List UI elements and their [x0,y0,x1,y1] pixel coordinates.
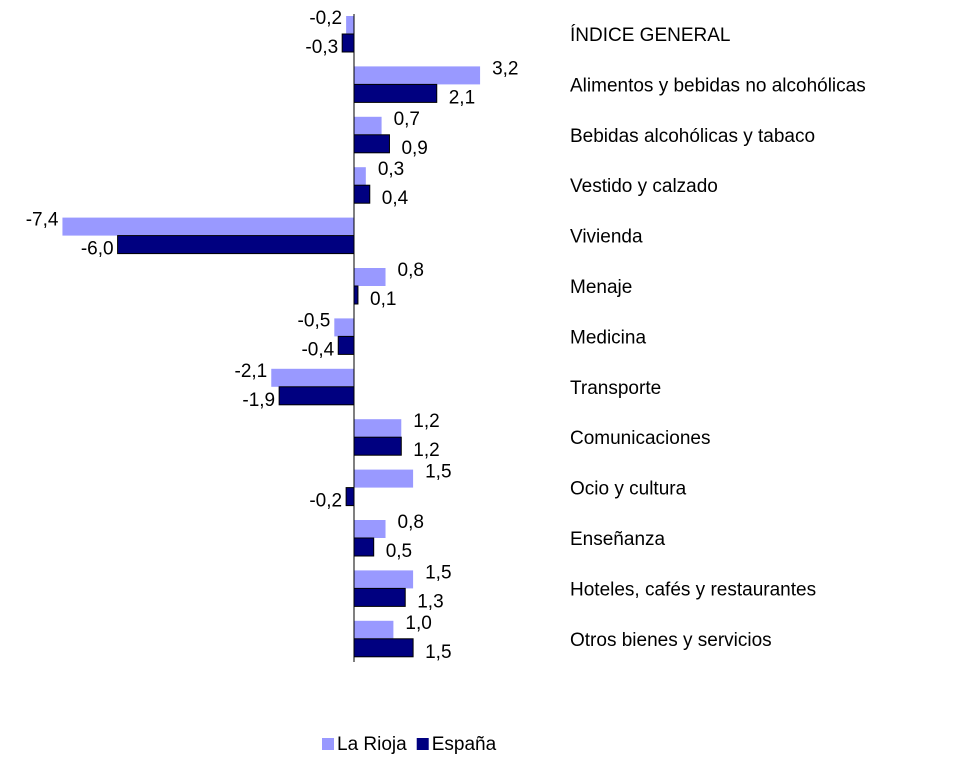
bar [278,386,355,406]
value-label: 1,5 [425,462,451,483]
bar [337,335,355,355]
category-label: Enseñanza [570,529,666,550]
category-label: Hoteles, cafés y restaurantes [570,579,816,600]
value-label: 0,8 [398,260,424,281]
bar [353,638,414,658]
legend-swatch [322,738,334,750]
bar [353,587,406,607]
category-label: Vestido y calzado [570,176,718,197]
value-label: 1,2 [413,411,439,432]
category-label: Medicina [570,327,646,348]
value-label: -0,5 [298,310,331,331]
value-label: 1,0 [405,613,431,634]
bar [354,520,386,538]
category-label: Bebidas alcohólicas y tabaco [570,126,815,147]
category-label: Comunicaciones [570,428,710,449]
bar [354,469,414,488]
category-label: ÍNDICE GENERAL [570,25,730,46]
category-label: Menaje [570,277,632,298]
value-label: -0,4 [301,339,334,360]
value-label: 3,2 [492,58,518,79]
bar [117,235,355,255]
legend-label: España [432,734,497,755]
bar [354,419,402,438]
value-label: 1,5 [425,562,451,583]
value-label: -1,9 [242,390,275,411]
value-label: 1,5 [425,642,451,663]
category-label: Transporte [570,378,661,399]
bar [353,537,375,557]
category-label: Otros bienes y servicios [570,630,772,651]
legend-swatch [416,738,429,750]
bar [354,66,481,85]
value-label: 2,1 [449,87,475,108]
bar [341,33,355,53]
value-label: -7,4 [26,210,59,231]
category-label: Vivienda [570,227,643,248]
bar [354,570,414,589]
value-label: 0,5 [386,541,412,562]
bar [353,83,438,103]
bar [62,217,354,236]
value-label: 1,2 [413,440,439,461]
bar [353,134,390,154]
value-label: 0,3 [378,159,404,180]
bar [345,487,355,507]
value-label: 0,8 [398,512,424,533]
bar [353,184,371,204]
value-label: 1,3 [417,591,443,612]
bar [346,16,354,34]
legend-label: La Rioja [337,734,407,755]
bar [354,268,386,286]
value-label: -0,2 [309,491,342,512]
value-label: -0,2 [309,8,342,29]
bar [334,318,354,337]
value-label: 0,9 [401,138,427,159]
value-label: 0,7 [394,109,420,130]
bar [353,436,402,456]
value-label: -0,3 [305,37,338,58]
value-label: -6,0 [81,239,114,260]
bar [354,167,366,186]
value-label: 0,1 [370,289,396,310]
value-label: -2,1 [235,361,268,382]
bar [354,620,394,639]
bar [354,116,382,135]
category-label: Ocio y cultura [570,479,687,500]
category-label: Alimentos y bebidas no alcohólicas [570,75,866,96]
bar [271,368,354,387]
value-label: 0,4 [382,188,409,209]
bar [353,285,359,305]
